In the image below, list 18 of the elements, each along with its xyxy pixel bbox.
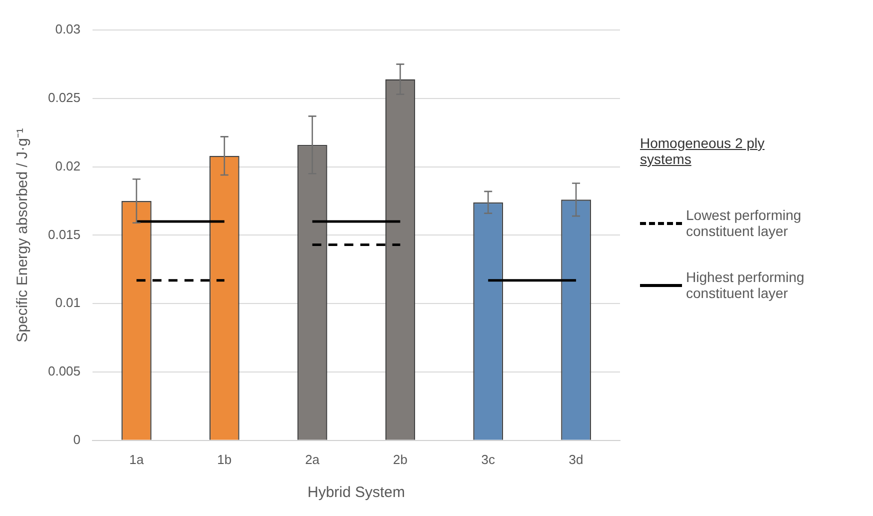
y-tick-label: 0.03: [55, 22, 81, 37]
legend-label: Highest performing constituent layer: [686, 269, 806, 301]
legend-label: Lowest performing constituent layer: [686, 207, 802, 239]
y-axis-title: Specific Energy absorbed / J·g⁻¹: [14, 128, 32, 342]
x-tick-label: 3c: [481, 452, 496, 467]
x-axis-title: Hybrid System: [308, 484, 406, 502]
x-tick-label: 1a: [129, 452, 144, 467]
y-tick-label: 0.01: [55, 295, 81, 310]
y-tick-label: 0.005: [48, 364, 81, 379]
y-tick-label: 0: [73, 432, 81, 447]
x-tick-label: 2a: [305, 452, 320, 467]
x-tick-label: 3d: [568, 452, 584, 467]
y-tick-label: 0.02: [55, 158, 81, 174]
x-tick-label: 1b: [217, 452, 232, 467]
y-tick-label: 0.025: [48, 90, 81, 105]
y-tick-label: 0.015: [48, 226, 81, 242]
legend-title: Homogeneous 2 ply systems: [640, 135, 766, 167]
x-tick-label: 2b: [392, 452, 408, 467]
